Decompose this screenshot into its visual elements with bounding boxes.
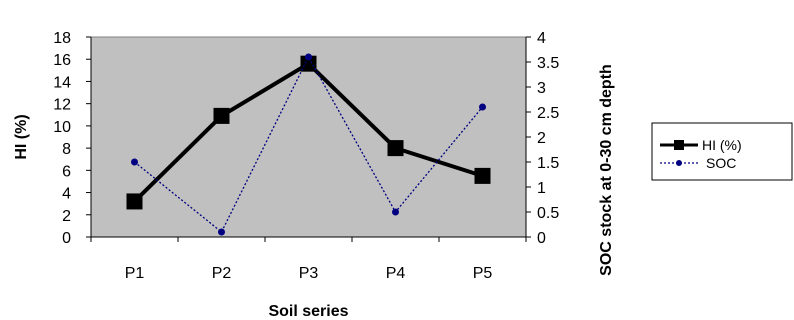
y-tick-label: 10 — [53, 119, 71, 136]
x-axis-title: Soil series — [268, 303, 348, 320]
y2-tick-labels: 0 0.5 1 1.5 2 2.5 3 3.5 4 — [537, 30, 559, 247]
x-tick-labels: P1 P2 P3 P4 P5 — [125, 265, 493, 282]
y-axis-title: HI (%) — [13, 114, 30, 159]
y-tick-label: 2 — [62, 208, 71, 225]
y-tick-label: 0 — [62, 230, 71, 247]
hi-data-point — [300, 55, 317, 72]
x-tick-label: P4 — [386, 265, 406, 282]
y-tick-label: 6 — [62, 163, 71, 180]
soc-data-point — [479, 103, 486, 111]
legend: HI (%) SOC — [651, 122, 793, 181]
y-tick-label: 18 — [53, 30, 71, 47]
x-tick-label: P2 — [212, 265, 232, 282]
y2-tick-label: 4 — [537, 30, 546, 47]
y2-tick-label: 1.5 — [537, 155, 559, 172]
hi-data-point — [474, 167, 491, 184]
y2-tick-label: 3.5 — [537, 55, 559, 72]
y-tick-label: 8 — [62, 141, 71, 158]
y-tick-label: 14 — [53, 74, 71, 91]
soc-data-point — [392, 208, 399, 216]
legend-hi-marker — [674, 140, 684, 150]
y2-tick-label: 3 — [537, 80, 546, 97]
axes — [86, 36, 531, 242]
hi-data-point — [213, 107, 230, 124]
hi-data-point — [387, 140, 404, 157]
y2-tick-label: 2 — [537, 130, 546, 147]
series-group — [126, 53, 491, 236]
y2-tick-label: 2.5 — [537, 105, 559, 122]
hi-data-point — [126, 193, 143, 210]
x-tick-label: P3 — [299, 265, 319, 282]
soc-data-point — [305, 53, 312, 61]
y-tick-label: 4 — [62, 186, 71, 203]
y2-tick-label: 1 — [537, 180, 546, 197]
legend-hi-label: HI (%) — [702, 137, 742, 153]
y2-tick-label: 0.5 — [537, 205, 559, 222]
x-tick-label: P1 — [125, 265, 145, 282]
soc-data-point — [218, 228, 225, 236]
y2-axis-title: SOC stock at 0-30 cm depth — [598, 64, 615, 276]
x-tick-label: P5 — [473, 265, 493, 282]
legend-soc-marker — [676, 160, 682, 166]
y-tick-label: 12 — [53, 97, 71, 114]
y-tick-label: 16 — [53, 52, 71, 69]
legend-soc-label: SOC — [706, 155, 736, 171]
y2-tick-label: 0 — [537, 230, 546, 247]
y-tick-labels: 0 2 4 6 8 10 12 14 16 18 — [53, 30, 71, 247]
soc-data-point — [131, 158, 138, 166]
legend-box — [651, 122, 793, 181]
